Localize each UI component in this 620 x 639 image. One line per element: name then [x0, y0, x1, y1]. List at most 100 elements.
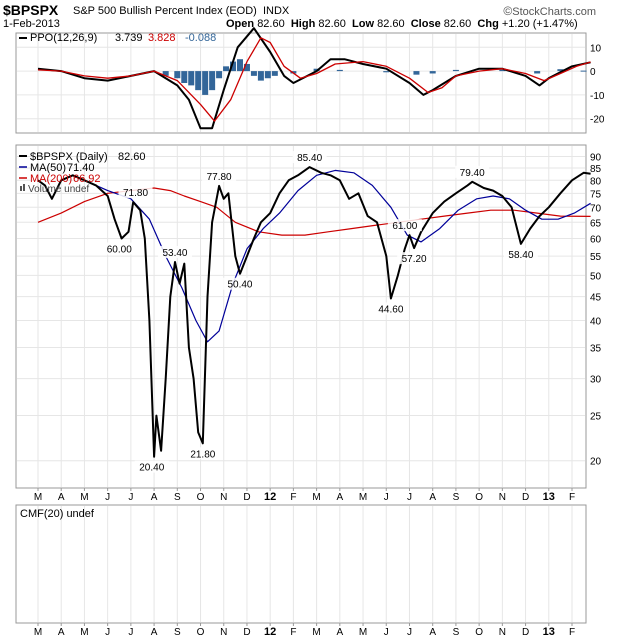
price-y-tick-label: 35 — [590, 343, 602, 354]
x-tick-label: M — [34, 492, 42, 503]
x-tick-label: 13 — [543, 491, 555, 503]
x-tick-label: A — [151, 627, 158, 638]
x-tick-label: O — [197, 627, 205, 638]
ppo-histogram-bar — [209, 71, 216, 91]
chg-label: Chg — [477, 18, 499, 30]
price-annotation-label: 79.40 — [460, 168, 485, 179]
price-panel-frame — [15, 144, 587, 489]
price-price-line — [37, 166, 591, 458]
x-tick-label: M — [359, 627, 367, 638]
cmf-panel: CMF(20) undef — [15, 504, 587, 624]
ppo-histogram-bar — [236, 59, 243, 72]
annotation-bg — [202, 169, 237, 182]
ppo-y-tick-label: 0 — [590, 67, 596, 78]
close-value: 82.60 — [443, 18, 472, 30]
ohlc-readout: Open 82.60 High 82.60 Low 82.60 Close 82… — [226, 18, 578, 30]
ppo-histogram-bar — [580, 70, 587, 72]
price-annotation-label: 71.80 — [123, 188, 148, 199]
stockcharts-watermark[interactable]: ©StockCharts.com — [503, 4, 596, 18]
price-y-tick-label: 85 — [590, 164, 602, 175]
price-y-tick-label: 50 — [590, 271, 602, 282]
x-tick-label: A — [429, 627, 436, 638]
ppo-y-tick-label: -20 — [590, 115, 605, 126]
annotation-bg — [185, 447, 220, 460]
x-tick-label: D — [522, 627, 529, 638]
x-tick-label: M — [312, 627, 320, 638]
ppo-legend: PPO(12,26,9) 3.739 3.828 -0.088 — [17, 32, 216, 44]
ma200-value: 66.92 — [73, 173, 101, 185]
ppo-histogram-bar — [195, 71, 202, 91]
x-tick-label: M — [359, 492, 367, 503]
x-tick-label: N — [499, 627, 506, 638]
x-tick-label: S — [174, 627, 181, 638]
ppo-histogram-bar — [250, 71, 257, 76]
x-tick-label: 12 — [264, 491, 276, 503]
x-tick-label: S — [174, 492, 181, 503]
price-annotation-label: 57.20 — [402, 254, 427, 265]
price-annotation-label: 85.40 — [297, 153, 322, 164]
x-tick-label: F — [569, 492, 575, 503]
volume-icon-bar — [23, 184, 25, 191]
x-tick-label: D — [522, 492, 529, 503]
low-label: Low — [352, 18, 375, 30]
price-annotation-label: 77.80 — [207, 172, 232, 183]
x-tick-label: M — [80, 492, 88, 503]
x-tick-label: 13 — [543, 626, 555, 638]
x-tick-label: S — [453, 492, 460, 503]
price-annotation-label: 44.60 — [378, 304, 403, 315]
x-tick-label: J — [384, 627, 389, 638]
ppo-histogram-bar — [216, 71, 223, 79]
ppo-histogram-bar — [534, 71, 541, 74]
high-label: High — [290, 18, 316, 30]
x-tick-label: A — [58, 492, 65, 503]
price-y-tick-label: 75 — [590, 189, 602, 200]
ppo-histogram-bar — [557, 69, 564, 72]
ppo-histogram-bar — [264, 71, 271, 79]
ppo-histogram-bar — [202, 71, 209, 95]
annotation-bg — [387, 219, 422, 232]
x-tick-label: A — [336, 627, 343, 638]
x-tick-label: J — [128, 492, 133, 503]
annotation-bg — [157, 246, 192, 259]
x-tick-label: F — [569, 627, 575, 638]
x-tick-label: N — [220, 492, 227, 503]
x-tick-label: A — [429, 492, 436, 503]
x-tick-label: F — [290, 627, 296, 638]
price-value: 82.60 — [118, 151, 146, 163]
price-ma50-line — [84, 169, 591, 343]
ppo-histogram-bar — [188, 71, 195, 86]
cmf-label: CMF(20) undef — [20, 508, 95, 520]
volume-icon — [20, 186, 22, 191]
ppo-y-tick-label: 10 — [590, 43, 602, 54]
x-tick-label: 12 — [264, 626, 276, 638]
x-tick-label: A — [58, 627, 65, 638]
price-y-tick-label: 65 — [590, 218, 602, 229]
ppo-y-tick-label: -10 — [590, 91, 605, 102]
x-tick-label: M — [34, 627, 42, 638]
chart-header: $BPSPX S&P 500 Bullish Percent Index (EO… — [0, 0, 620, 32]
x-tick-label: A — [336, 492, 343, 503]
ma50-label: MA(50) — [30, 162, 66, 174]
x-tick-label: M — [312, 492, 320, 503]
ppo-histogram-bar — [383, 71, 390, 73]
price-y-tick-label: 60 — [590, 234, 602, 245]
x-tick-label: D — [243, 492, 250, 503]
x-tick-label: J — [105, 627, 110, 638]
x-tick-label: D — [243, 627, 250, 638]
annotation-bg — [222, 277, 257, 290]
x-axis-top: M A M J J A S O N D 12 F M A M J J A S O N D 13 F — [34, 488, 575, 503]
chg-value: +1.20 (+1.47%) — [501, 18, 578, 30]
cmf-panel-frame — [15, 504, 587, 624]
price-annotation-label: 61.00 — [392, 221, 417, 232]
x-tick-label: S — [453, 627, 460, 638]
ppo-histogram-bar — [336, 69, 343, 72]
ppo-panel-frame — [15, 32, 587, 134]
x-tick-label: N — [499, 492, 506, 503]
high-value: 82.60 — [318, 18, 346, 30]
price-y-tick-label: 20 — [590, 457, 602, 468]
symbol-title: $BPSPX — [3, 2, 59, 18]
ppo-histogram-bar — [413, 71, 420, 75]
ppo-signal-line — [37, 37, 591, 122]
annotation-bg — [134, 460, 169, 473]
